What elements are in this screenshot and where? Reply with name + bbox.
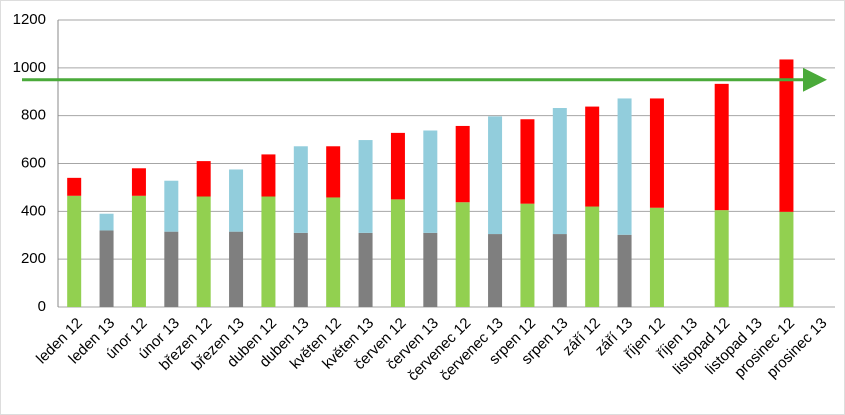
bar-segment (423, 232, 438, 307)
bar-segment (196, 161, 211, 197)
bar-segment (358, 140, 373, 233)
bar-segment (520, 203, 535, 307)
bar-segment (585, 206, 600, 307)
bar-segment (261, 154, 276, 197)
bar-segment (358, 232, 373, 307)
bar-segment (552, 108, 567, 235)
bar-segment (293, 232, 308, 307)
bar-segment (455, 202, 470, 307)
bar-segment (649, 98, 664, 208)
bar-segment (714, 210, 729, 307)
bar-segment (99, 230, 114, 307)
y-tick-label: 0 (38, 298, 46, 315)
bar-segment (390, 132, 405, 200)
bar-segment (423, 130, 438, 233)
y-tick-label: 600 (21, 154, 46, 171)
y-tick-label: 400 (21, 202, 46, 219)
y-tick-label: 1200 (13, 11, 46, 28)
y-tick-label: 1000 (13, 59, 46, 76)
bar-segment (520, 119, 535, 204)
bar-segment (164, 231, 179, 307)
bar-segment (617, 98, 632, 235)
bar-segment (67, 177, 82, 196)
bar-segment (455, 125, 470, 203)
bar-segment (131, 168, 146, 196)
bar-segment (99, 213, 114, 231)
bar-segment (261, 196, 276, 307)
bar-segment (293, 146, 308, 233)
bar-segment (229, 231, 244, 307)
bar-segment (488, 116, 503, 235)
bar-segment (390, 199, 405, 307)
bar-segment (326, 146, 341, 198)
bar-segment (779, 211, 794, 307)
bar-segment (229, 169, 244, 232)
bar-segment (649, 207, 664, 307)
bar-segment (714, 83, 729, 211)
bar-segment (779, 59, 794, 212)
bar-segment (617, 234, 632, 307)
bar-segment (326, 197, 341, 307)
bar-segment (67, 195, 82, 307)
bar-segment (585, 106, 600, 207)
bar-segment (164, 180, 179, 232)
bar-segment (552, 234, 567, 307)
y-tick-label: 200 (21, 250, 46, 267)
bar-segment (488, 234, 503, 307)
bar-segment (196, 196, 211, 307)
y-tick-label: 800 (21, 107, 46, 124)
bar-segment (131, 195, 146, 307)
